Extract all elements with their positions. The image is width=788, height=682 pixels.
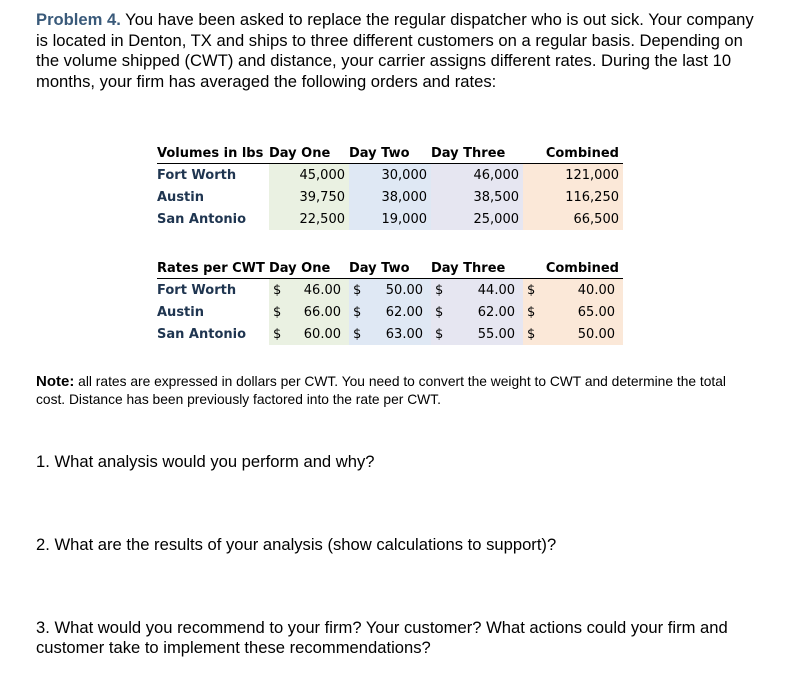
- volume-cell: 19,000: [349, 208, 431, 230]
- table-row: Austin 39,750 38,000 38,500 116,250: [157, 186, 623, 208]
- volume-cell: 66,500: [523, 208, 623, 230]
- currency-symbol: $: [527, 282, 536, 298]
- rates-header-row: Rates per CWT Day One Day Two Day Three …: [157, 259, 623, 279]
- currency-symbol: $: [527, 326, 536, 342]
- row-name: Austin: [157, 189, 204, 205]
- volumes-header: Combined: [523, 144, 623, 164]
- rates-header: Day Three: [431, 259, 523, 279]
- table-row: Austin $66.00 $62.00 $62.00 $65.00: [157, 301, 623, 323]
- table-row: San Antonio 22,500 19,000 25,000 66,500: [157, 208, 623, 230]
- rate-cell: $50.00: [349, 278, 431, 301]
- rates-header: Rates per CWT: [157, 259, 269, 279]
- volume-cell: 38,000: [349, 186, 431, 208]
- problem-label: Problem 4.: [36, 10, 121, 29]
- rate-cell: $44.00: [431, 278, 523, 301]
- rates-header: Combined: [523, 259, 623, 279]
- row-name: Austin: [157, 304, 204, 320]
- rate-cell: $50.00: [523, 323, 623, 345]
- rate-value: 60.00: [303, 326, 341, 342]
- volumes-header: Volumes in lbs: [157, 144, 269, 164]
- rate-value: 66.00: [303, 304, 341, 320]
- rate-value: 63.00: [385, 326, 423, 342]
- volume-cell: 46,000: [431, 163, 523, 186]
- rate-cell: $60.00: [269, 323, 349, 345]
- rate-value: 50.00: [385, 282, 423, 298]
- rate-cell: $62.00: [431, 301, 523, 323]
- table-row: San Antonio $60.00 $63.00 $55.00 $50.00: [157, 323, 623, 345]
- rates-header: Day One: [269, 259, 349, 279]
- rate-cell: $40.00: [523, 278, 623, 301]
- rate-cell: $66.00: [269, 301, 349, 323]
- volumes-header: Day Two: [349, 144, 431, 164]
- volume-cell: 116,250: [523, 186, 623, 208]
- volume-cell: 38,500: [431, 186, 523, 208]
- problem-text: You have been asked to replace the regul…: [36, 10, 754, 91]
- volumes-table: Volumes in lbs Day One Day Two Day Three…: [157, 144, 623, 230]
- rates-header: Day Two: [349, 259, 431, 279]
- volumes-header: Day Three: [431, 144, 523, 164]
- rate-value: 46.00: [303, 282, 341, 298]
- rate-cell: $55.00: [431, 323, 523, 345]
- row-name: Fort Worth: [157, 167, 237, 183]
- volumes-header: Day One: [269, 144, 349, 164]
- rate-value: 62.00: [477, 304, 515, 320]
- note-text: all rates are expressed in dollars per C…: [36, 374, 726, 407]
- rate-cell: $62.00: [349, 301, 431, 323]
- row-name: Fort Worth: [157, 282, 237, 298]
- currency-symbol: $: [527, 304, 536, 320]
- currency-symbol: $: [435, 326, 444, 342]
- rate-cell: $63.00: [349, 323, 431, 345]
- rate-value: 40.00: [577, 282, 615, 298]
- rates-table: Rates per CWT Day One Day Two Day Three …: [157, 259, 623, 345]
- volume-cell: 22,500: [269, 208, 349, 230]
- row-name: San Antonio: [157, 211, 247, 227]
- question-1: 1. What analysis would you perform and w…: [36, 452, 375, 471]
- question-2: 2. What are the results of your analysis…: [36, 535, 557, 554]
- rate-value: 50.00: [577, 326, 615, 342]
- volumes-header-row: Volumes in lbs Day One Day Two Day Three…: [157, 144, 623, 164]
- note-label: Note:: [36, 373, 75, 390]
- volume-cell: 39,750: [269, 186, 349, 208]
- rate-value: 62.00: [385, 304, 423, 320]
- question-3: 3. What would you recommend to your firm…: [36, 618, 728, 657]
- row-name: San Antonio: [157, 326, 247, 342]
- currency-symbol: $: [353, 304, 362, 320]
- currency-symbol: $: [353, 326, 362, 342]
- rate-value: 55.00: [477, 326, 515, 342]
- currency-symbol: $: [273, 282, 282, 298]
- rate-value: 44.00: [477, 282, 515, 298]
- table-row: Fort Worth $46.00 $50.00 $44.00 $40.00: [157, 278, 623, 301]
- table-row: Fort Worth 45,000 30,000 46,000 121,000: [157, 163, 623, 186]
- volume-cell: 30,000: [349, 163, 431, 186]
- problem-statement: Problem 4. You have been asked to replac…: [36, 10, 766, 92]
- currency-symbol: $: [273, 304, 282, 320]
- currency-symbol: $: [353, 282, 362, 298]
- volume-cell: 25,000: [431, 208, 523, 230]
- rate-cell: $65.00: [523, 301, 623, 323]
- volume-cell: 45,000: [269, 163, 349, 186]
- currency-symbol: $: [435, 304, 444, 320]
- note: Note: all rates are expressed in dollars…: [36, 373, 756, 409]
- rate-cell: $46.00: [269, 278, 349, 301]
- currency-symbol: $: [435, 282, 444, 298]
- volume-cell: 121,000: [523, 163, 623, 186]
- currency-symbol: $: [273, 326, 282, 342]
- rate-value: 65.00: [577, 304, 615, 320]
